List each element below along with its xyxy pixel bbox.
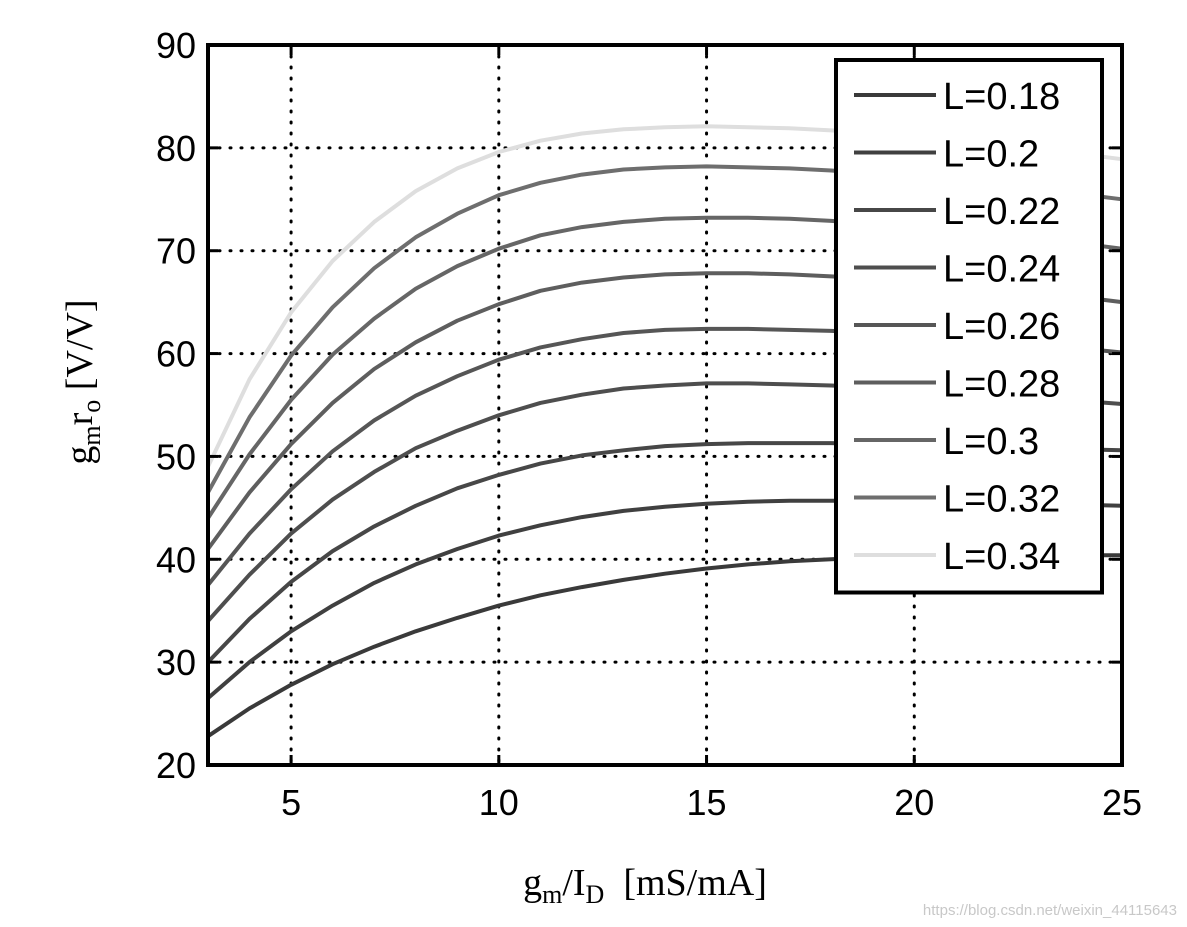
x-axis-label: gm/ID [mS/mA] xyxy=(523,862,767,909)
x-axis-label-g: g xyxy=(523,862,542,904)
axis-ticks: 5 10 15 20 25 20 30 40 50 60 70 80 90 xyxy=(156,25,1142,823)
y-axis-label-o: o xyxy=(77,400,106,413)
y-tick-label: 40 xyxy=(156,539,196,580)
x-tick-label: 20 xyxy=(894,782,934,823)
legend-label: L=0.18 xyxy=(943,76,1060,118)
legend-label: L=0.22 xyxy=(943,191,1060,233)
x-axis-label-m: m xyxy=(542,880,562,909)
y-axis-label-g: g xyxy=(59,446,101,465)
y-axis-label-unit: [V/V] xyxy=(59,299,101,399)
y-tick-label: 80 xyxy=(156,128,196,169)
y-tick-label: 20 xyxy=(156,745,196,786)
legend-label: L=0.34 xyxy=(943,536,1060,578)
y-tick-label: 50 xyxy=(156,436,196,477)
x-tick-label: 25 xyxy=(1102,782,1142,823)
x-tick-label: 10 xyxy=(479,782,519,823)
y-tick-label: 90 xyxy=(156,25,196,66)
legend-label: L=0.3 xyxy=(943,421,1039,463)
y-axis-label-r: r xyxy=(59,412,101,425)
y-axis-label: gmro [V/V] xyxy=(59,299,106,464)
x-tick-label: 15 xyxy=(687,782,727,823)
x-tick-label: 5 xyxy=(281,782,301,823)
y-tick-label: 60 xyxy=(156,334,196,375)
legend-label: L=0.26 xyxy=(943,306,1060,348)
plot-frame xyxy=(206,43,1124,767)
y-tick-label: 30 xyxy=(156,642,196,683)
legend-label: L=0.24 xyxy=(943,249,1060,291)
x-axis-label-d: D xyxy=(586,880,605,909)
y-axis-label-m: m xyxy=(77,425,106,445)
x-axis-label-unit: [mS/mA] xyxy=(604,862,767,904)
legend: L=0.18 L=0.2 L=0.22 L=0.24 L=0.26 L=0.28 L=0.3… xyxy=(834,58,1104,595)
legend-label: L=0.32 xyxy=(943,479,1060,521)
watermark: https://blog.csdn.net/weixin_44115643 xyxy=(922,902,1177,919)
x-axis-label-slash: /I xyxy=(562,862,585,904)
legend-label: L=0.28 xyxy=(943,364,1060,406)
legend-label: L=0.2 xyxy=(943,134,1039,176)
y-tick-label: 70 xyxy=(156,231,196,272)
